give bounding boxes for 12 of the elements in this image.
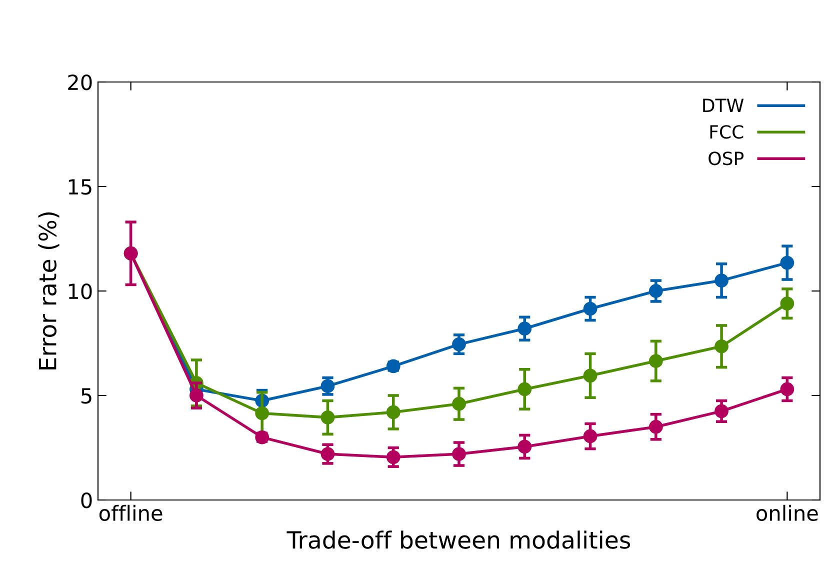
legend-label: DTW bbox=[703, 98, 744, 112]
y-tick-label: 15 bbox=[68, 179, 92, 195]
y-tick-label: 10 bbox=[68, 283, 92, 300]
legend-label: FCC bbox=[710, 125, 744, 139]
y-tick-label: 20 bbox=[68, 74, 92, 90]
x-axis-title: Trade-off between modalities bbox=[286, 530, 630, 549]
y-tick-label: 5 bbox=[81, 388, 92, 404]
x-tick-label: online bbox=[756, 504, 818, 521]
x-tick-label: offline bbox=[99, 504, 162, 521]
legend-label: OSP bbox=[708, 152, 744, 166]
y-tick-label: 0 bbox=[81, 492, 92, 508]
y-axis-title: Error rate (%) bbox=[38, 212, 60, 370]
